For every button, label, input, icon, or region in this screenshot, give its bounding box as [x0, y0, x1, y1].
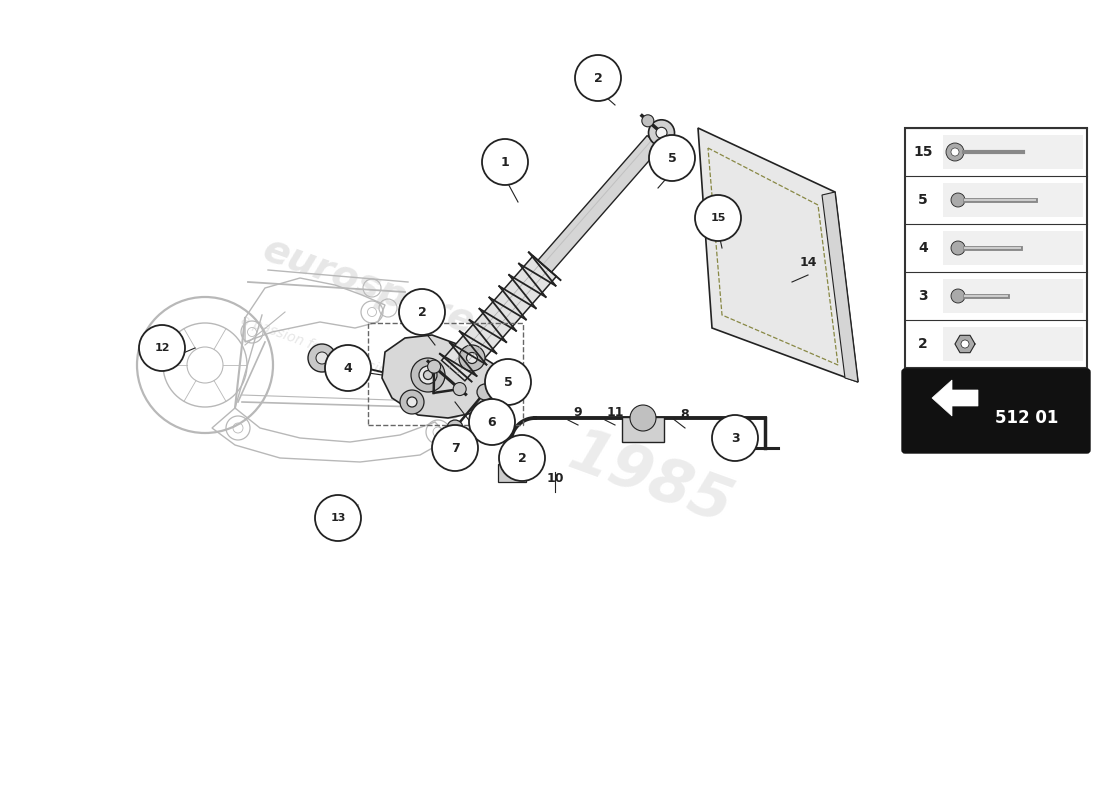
Circle shape: [952, 289, 965, 303]
Bar: [368, 323, 522, 425]
Circle shape: [482, 139, 528, 185]
Text: eurospares: eurospares: [258, 230, 502, 350]
Circle shape: [641, 115, 653, 127]
Circle shape: [432, 425, 478, 471]
Circle shape: [419, 366, 437, 384]
Text: 6: 6: [487, 415, 496, 429]
Text: 2: 2: [518, 451, 527, 465]
Circle shape: [324, 345, 371, 391]
Bar: [905, 128, 1087, 368]
Circle shape: [139, 325, 185, 371]
Circle shape: [469, 399, 515, 445]
Text: 2: 2: [594, 71, 603, 85]
Circle shape: [466, 353, 477, 363]
Circle shape: [447, 420, 463, 436]
Text: 9: 9: [574, 406, 582, 418]
Circle shape: [952, 148, 959, 156]
Text: 15: 15: [711, 213, 726, 223]
Circle shape: [424, 370, 432, 379]
Circle shape: [695, 195, 741, 241]
Polygon shape: [955, 335, 975, 353]
Polygon shape: [822, 192, 858, 382]
Circle shape: [308, 344, 336, 372]
Text: 15: 15: [913, 145, 933, 159]
Circle shape: [649, 120, 674, 146]
Text: 4: 4: [918, 241, 928, 255]
Text: 10: 10: [547, 471, 563, 485]
Bar: [943, 183, 1084, 217]
Polygon shape: [538, 135, 661, 272]
Text: 2: 2: [418, 306, 427, 318]
Text: 2: 2: [918, 337, 928, 351]
Circle shape: [712, 415, 758, 461]
Text: 3: 3: [918, 289, 927, 303]
Text: 5: 5: [918, 193, 928, 207]
Circle shape: [315, 495, 361, 541]
Circle shape: [459, 345, 485, 371]
Polygon shape: [441, 256, 557, 381]
Circle shape: [316, 352, 328, 364]
Circle shape: [407, 397, 417, 407]
Circle shape: [428, 360, 441, 373]
Circle shape: [656, 127, 667, 138]
Circle shape: [453, 382, 466, 395]
Circle shape: [946, 143, 964, 161]
Bar: [943, 327, 1084, 361]
Circle shape: [961, 340, 969, 348]
Text: 4: 4: [343, 362, 352, 374]
Polygon shape: [932, 380, 978, 416]
Circle shape: [649, 135, 695, 181]
Circle shape: [399, 289, 446, 335]
Circle shape: [952, 241, 965, 255]
Circle shape: [411, 358, 446, 392]
Bar: [943, 279, 1084, 313]
Circle shape: [575, 55, 622, 101]
Circle shape: [477, 384, 493, 400]
Bar: [943, 231, 1084, 265]
Text: 12: 12: [154, 343, 169, 353]
Text: 13: 13: [330, 513, 345, 523]
Text: 5: 5: [504, 375, 513, 389]
Bar: [621, 417, 664, 442]
Bar: [943, 135, 1084, 169]
Circle shape: [400, 390, 424, 414]
Text: 11: 11: [606, 406, 624, 418]
Text: 3: 3: [730, 431, 739, 445]
Text: 8: 8: [681, 409, 690, 422]
Circle shape: [485, 359, 531, 405]
FancyBboxPatch shape: [902, 369, 1090, 453]
Text: a passion for parts since 1985: a passion for parts since 1985: [239, 313, 441, 398]
Circle shape: [952, 193, 965, 207]
Bar: [498, 464, 526, 482]
Text: 5: 5: [668, 151, 676, 165]
Polygon shape: [698, 128, 858, 382]
Text: 1: 1: [500, 155, 509, 169]
Text: 1985: 1985: [560, 423, 740, 537]
Polygon shape: [382, 335, 498, 418]
Circle shape: [630, 405, 656, 431]
Circle shape: [669, 138, 681, 150]
Text: 14: 14: [800, 255, 816, 269]
Text: 512 01: 512 01: [996, 409, 1058, 427]
Circle shape: [499, 435, 544, 481]
Text: 7: 7: [451, 442, 460, 454]
